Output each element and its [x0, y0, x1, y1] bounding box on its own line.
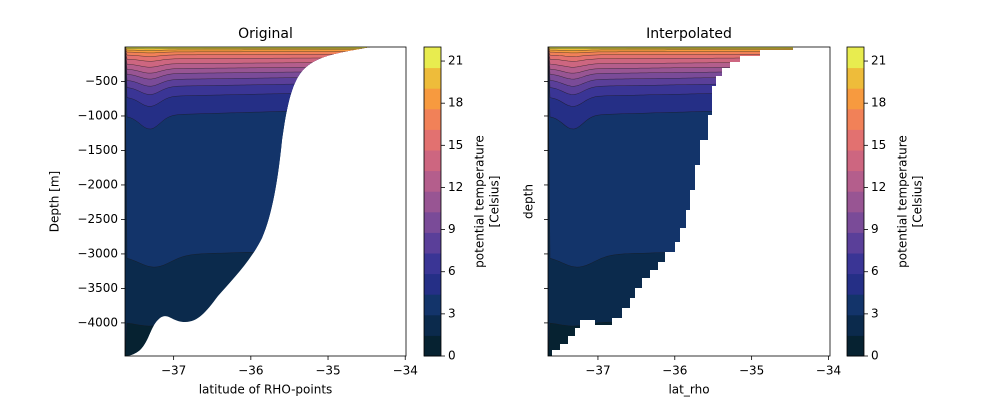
chart-title: Original	[238, 26, 293, 42]
chart-title: Interpolated	[646, 26, 732, 42]
colorbar-tick-label: 3	[448, 306, 456, 320]
colorbar-tick-label: 6	[871, 264, 879, 278]
colorbar-tick-label: 21	[871, 54, 886, 68]
y-tick-label: −500	[85, 74, 118, 88]
colorbar-band	[847, 232, 864, 254]
colorbar-frame	[846, 46, 865, 357]
x-tick-label: −37	[161, 364, 186, 378]
colorbar-tick-label: 3	[871, 306, 879, 320]
colorbar-band	[424, 88, 441, 110]
colorbar-band	[424, 294, 441, 316]
colorbar-band	[847, 67, 864, 89]
y-tick-label: −4000	[77, 315, 118, 329]
colorbar-tick-label: 9	[871, 222, 879, 236]
axes-frame	[124, 46, 407, 357]
colorbar-band	[424, 314, 441, 336]
colorbar-band	[424, 150, 441, 172]
colorbar-band	[847, 273, 864, 295]
x-axis-label: lat_rho	[668, 383, 709, 397]
colorbar-band	[847, 294, 864, 316]
colorbar-tick-label: 0	[871, 349, 879, 363]
section-layers	[125, 47, 370, 356]
colorbar-tick-label: 21	[448, 54, 463, 68]
band	[548, 321, 793, 356]
colorbar-label: potential temperature	[896, 135, 910, 268]
y-axis-label: depth	[522, 184, 536, 219]
colorbar-tick-label: 9	[448, 222, 456, 236]
band	[125, 321, 370, 356]
colorbar-label: [Celsius]	[911, 176, 925, 228]
x-tick-label: −34	[816, 364, 841, 378]
colorbar-band	[424, 108, 441, 130]
colorbar-band	[847, 47, 864, 69]
colorbar-band	[424, 47, 441, 69]
colorbar-frame	[423, 46, 442, 357]
y-tick-label: −2000	[77, 177, 118, 191]
colorbar-band	[847, 129, 864, 151]
colorbar-label: [Celsius]	[488, 176, 502, 228]
axes-frame	[547, 46, 831, 357]
colorbar-tick-label: 12	[871, 180, 886, 194]
colorbar-tick-label: 12	[448, 180, 463, 194]
y-tick-label: −3000	[77, 246, 118, 260]
colorbar-band	[424, 67, 441, 89]
colorbar-band	[847, 191, 864, 213]
colorbar-band	[424, 211, 441, 233]
x-axis-label: latitude of RHO-points	[199, 383, 333, 397]
x-tick-label: −35	[315, 364, 340, 378]
x-tick-label: −36	[238, 364, 263, 378]
y-tick-label: −2500	[77, 212, 118, 226]
section-layers	[548, 47, 793, 356]
colorbar-band	[424, 273, 441, 295]
y-tick-label: −1000	[77, 108, 118, 122]
band	[548, 47, 793, 50]
colorbar-band	[847, 88, 864, 110]
colorbar-band	[424, 129, 441, 151]
colorbar-tick-label: 18	[448, 96, 463, 110]
colorbar-tick-label: 15	[448, 138, 463, 152]
colorbar-band	[847, 253, 864, 275]
colorbar-band	[847, 211, 864, 233]
y-tick-label: −3500	[77, 281, 118, 295]
colorbar-band	[847, 314, 864, 336]
colorbar-band	[847, 108, 864, 130]
y-axis-label: Depth [m]	[48, 171, 62, 232]
section	[125, 47, 370, 356]
colorbar-label: potential temperature	[473, 135, 487, 268]
x-tick-label: −36	[662, 364, 687, 378]
colorbar-band	[847, 150, 864, 172]
x-tick-label: −34	[393, 364, 418, 378]
colorbar-band	[424, 335, 441, 357]
section	[548, 47, 793, 356]
colorbar-band	[424, 191, 441, 213]
colorbar-band	[847, 170, 864, 192]
colorbar-band	[424, 232, 441, 254]
x-tick-label: −35	[739, 364, 764, 378]
colorbar-tick-label: 15	[871, 138, 886, 152]
colorbar-band	[424, 253, 441, 275]
colorbar-tick-label: 6	[448, 264, 456, 278]
colorbar-band	[847, 335, 864, 357]
y-tick-label: −1500	[77, 143, 118, 157]
colorbar-band	[424, 170, 441, 192]
x-tick-label: −37	[585, 364, 610, 378]
colorbar-tick-label: 18	[871, 96, 886, 110]
colorbar-tick-label: 0	[448, 349, 456, 363]
